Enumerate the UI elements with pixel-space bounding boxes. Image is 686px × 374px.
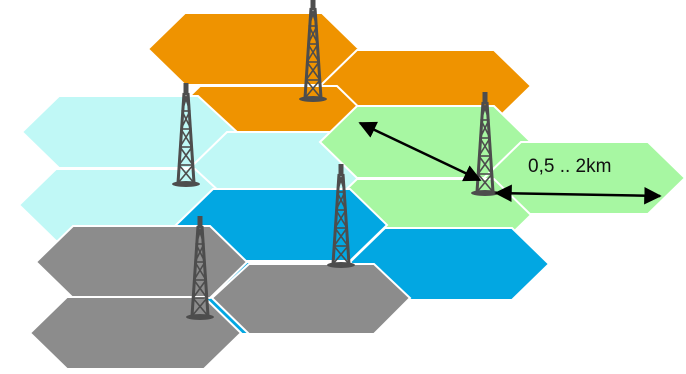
hex-cell xyxy=(34,225,249,299)
cell-radius-arrow xyxy=(494,184,662,205)
hex-cell xyxy=(146,12,361,86)
cell-diameter-arrow xyxy=(358,121,482,182)
distance-label: 0,5 .. 2km xyxy=(528,156,612,177)
hex-cell xyxy=(28,296,243,370)
hex-cell xyxy=(210,263,412,335)
